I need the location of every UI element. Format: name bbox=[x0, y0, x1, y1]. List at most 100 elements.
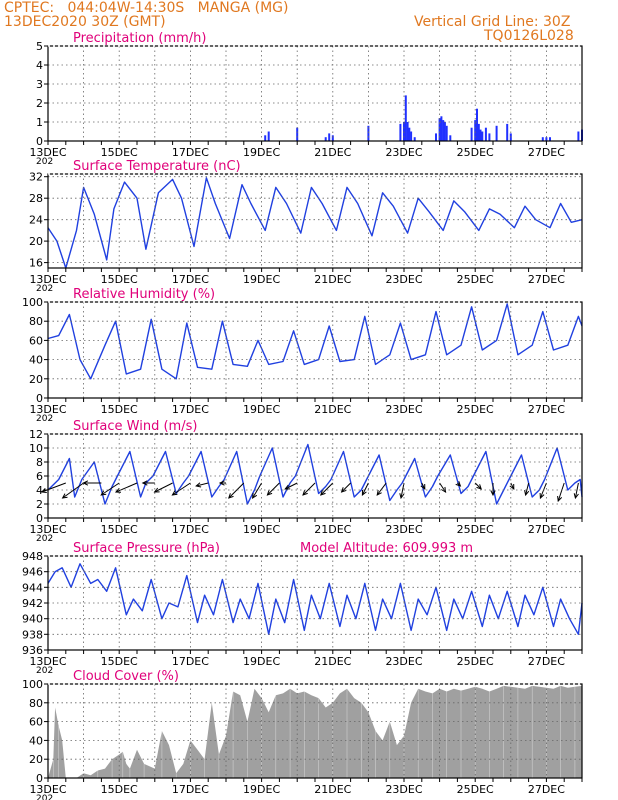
panel-1-xtick-label-6: 25DEC bbox=[457, 146, 494, 159]
panel-2-xtick-label-6: 25DEC bbox=[457, 273, 494, 286]
panel-6-ytick-label-1: 20 bbox=[29, 753, 43, 766]
run-date-label: 13DEC2020 30Z (GMT) bbox=[4, 14, 166, 30]
panel-5-subtitle: Model Altitude: 609.993 m bbox=[300, 541, 473, 556]
panel-1-bar-29 bbox=[495, 125, 498, 141]
panel-6-ytick-label-3: 60 bbox=[29, 716, 43, 729]
panel-4-wind-arrow-26 bbox=[525, 482, 530, 496]
panel-2-xtick-label-3: 19DEC bbox=[243, 273, 280, 286]
panel-4-wind-arrow-28 bbox=[557, 482, 565, 502]
panel-4-wind-arrowhead-21 bbox=[441, 486, 447, 493]
panel-1-ytick-label-4: 4 bbox=[36, 59, 43, 72]
panel-2-xtick-label-7: 27DEC bbox=[528, 273, 565, 286]
panel-4-xtick-label-0: 13DEC bbox=[29, 523, 66, 536]
panel-4-wind-arrowhead-19 bbox=[399, 493, 405, 500]
panel-6-xtick-label-5: 23DEC bbox=[385, 783, 422, 796]
panel-6-ytick-label-5: 100 bbox=[22, 678, 43, 691]
panel-4-wind-arrowhead-26 bbox=[524, 490, 530, 497]
panel-1-bar-4 bbox=[328, 133, 331, 141]
panel-1-xtick-label-4: 21DEC bbox=[314, 146, 351, 159]
panel-5-ytick-label-6: 948 bbox=[22, 550, 43, 563]
panel-1-bar-14 bbox=[435, 133, 437, 141]
panel-1-ytick-label-1: 1 bbox=[36, 116, 43, 129]
panel-1-bar-12 bbox=[410, 131, 413, 141]
panel-1-xtick-label-7: 27DEC bbox=[528, 146, 565, 159]
panel-1-bar-13 bbox=[413, 137, 416, 141]
panel-4-wind-arrowhead-24 bbox=[490, 490, 496, 497]
panel-3-xtick-label-6: 25DEC bbox=[457, 403, 494, 416]
panel-1-bar-9 bbox=[404, 95, 407, 141]
panel-2-xtick-label-4: 21DEC bbox=[314, 273, 351, 286]
panel-4-wind-arrowhead-14 bbox=[302, 490, 308, 496]
panel-1-xtick-label-2: 17DEC bbox=[172, 146, 209, 159]
panel-3-xtick-label-2: 17DEC bbox=[172, 403, 209, 416]
panel-5-xtick-label-0: 13DEC bbox=[29, 655, 66, 668]
panel-1-bar-23 bbox=[476, 108, 478, 141]
panel-4-wind-arrow-7 bbox=[172, 482, 191, 496]
panel-4-wind-arrow-11 bbox=[252, 482, 263, 499]
panel-2-xtick-label-1: 15DEC bbox=[101, 273, 138, 286]
panel-1-bar-35 bbox=[577, 131, 580, 141]
panel-4-wind-arrowhead-18 bbox=[376, 490, 382, 496]
panel-4-wind-arrow-27 bbox=[539, 482, 547, 499]
panel-6-xtick-label-7: 27DEC bbox=[528, 783, 565, 796]
panel-3-xtick-label-7: 27DEC bbox=[528, 403, 565, 416]
panel-4-wind-arrow-6 bbox=[154, 482, 173, 493]
panel-1-frame bbox=[47, 45, 583, 142]
panel-5-title: Surface Pressure (hPa) bbox=[73, 541, 220, 556]
panel-5-xtick-label-1: 15DEC bbox=[101, 655, 138, 668]
panel-4-wind-arrowhead-9 bbox=[218, 480, 225, 486]
panel-4-ytick-label-6: 12 bbox=[29, 428, 43, 441]
panel-1-ytick-label-2: 2 bbox=[36, 97, 43, 110]
panel-1-bar-15 bbox=[438, 118, 441, 141]
panel-4-wind-arrow-4 bbox=[115, 482, 138, 493]
panel-5-xtick-label-2: 17DEC bbox=[172, 655, 209, 668]
panel-4-wind-arrow-15 bbox=[320, 482, 334, 496]
panel-1-bar-21 bbox=[470, 127, 473, 141]
panel-3-frame bbox=[47, 301, 583, 399]
panel-2-ytick-label-0: 16 bbox=[29, 257, 43, 270]
panel-4-wind-arrowhead-7 bbox=[171, 490, 178, 496]
panel-5-xtick-label-7: 27DEC bbox=[528, 655, 565, 668]
panel-5-xtick-label-5: 23DEC bbox=[385, 655, 422, 668]
panel-4-wind-arrow-3 bbox=[100, 482, 120, 496]
panel-4-wind-arrowhead-3 bbox=[100, 490, 107, 496]
panel-3-ytick-label-0: 0 bbox=[36, 392, 43, 405]
panel-5-series-line bbox=[47, 563, 583, 635]
panel-1-bar-1 bbox=[267, 131, 270, 141]
panel-4-ytick-label-1: 2 bbox=[36, 498, 43, 511]
panel-5-ytick-label-5: 946 bbox=[22, 566, 43, 579]
panel-5-ytick-label-2: 940 bbox=[22, 613, 43, 626]
panel-1-bar-34 bbox=[549, 137, 551, 141]
panel-1-bar-26 bbox=[481, 131, 484, 141]
panel-4-wind-arrow-18 bbox=[376, 482, 387, 496]
panel-1-bar-17 bbox=[442, 120, 445, 141]
panel-2-frame bbox=[47, 173, 583, 269]
panel-5-ytick-label-3: 942 bbox=[22, 597, 43, 610]
vertical-grid-label: Vertical Grid Line: 30Z bbox=[414, 14, 571, 30]
panel-4-wind-arrowhead-5 bbox=[141, 480, 148, 486]
panel-4-series-line bbox=[47, 443, 583, 505]
panel-2-ytick-label-1: 20 bbox=[29, 235, 43, 248]
panel-1-bar-16 bbox=[440, 116, 443, 141]
panel-1-xtick-label-5: 23DEC bbox=[385, 146, 422, 159]
panel-1-bar-24 bbox=[477, 123, 480, 141]
panel-4-wind-arrow-14 bbox=[302, 482, 316, 496]
panel-6-xtick-label-6: 25DEC bbox=[457, 783, 494, 796]
panel-4-wind-arrowhead-29 bbox=[573, 493, 579, 500]
panel-3-ytick-label-3: 60 bbox=[29, 334, 43, 347]
panel-1-bar-20 bbox=[449, 135, 452, 141]
panel-4-xtick-label-7: 27DEC bbox=[528, 523, 565, 536]
panel-5-ytick-label-1: 938 bbox=[22, 628, 43, 641]
panel-2-year-label: 202 bbox=[36, 284, 53, 294]
panel-4-wind-arrow-16 bbox=[341, 482, 351, 493]
panel-5-xtick-label-4: 21DEC bbox=[314, 655, 351, 668]
panel-6-xtick-label-3: 19DEC bbox=[243, 783, 280, 796]
panel-4-xtick-label-3: 19DEC bbox=[243, 523, 280, 536]
panel-6-year-label: 202 bbox=[36, 794, 53, 800]
panel-4-xtick-label-6: 25DEC bbox=[457, 523, 494, 536]
panel-1-xtick-label-3: 19DEC bbox=[243, 146, 280, 159]
panel-3-series-line bbox=[47, 303, 583, 380]
panel-4-ytick-label-4: 8 bbox=[36, 456, 43, 469]
panel-1-bar-32 bbox=[541, 137, 544, 141]
panel-1-bar-10 bbox=[406, 122, 409, 141]
